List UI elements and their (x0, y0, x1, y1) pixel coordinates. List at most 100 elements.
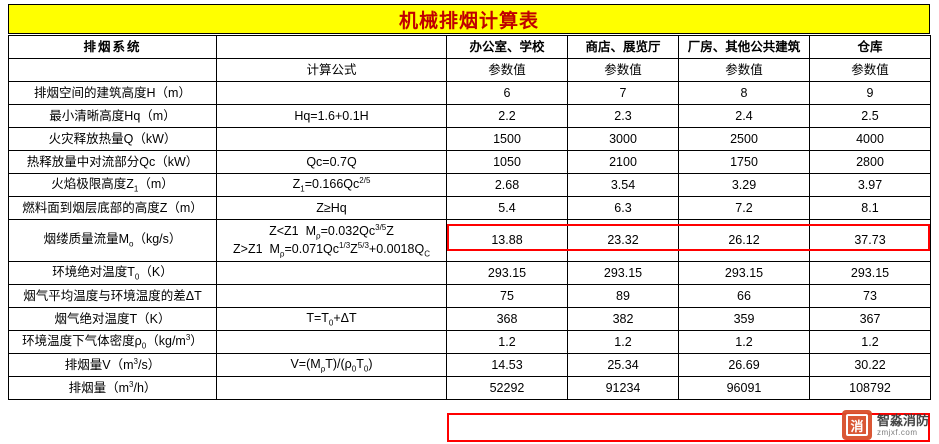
header-col-shop: 商店、展览厅 (567, 35, 679, 59)
table-header-row: 排烟系统 办公室、学校 商店、展览厅 厂房、其他公共建筑 仓库 (8, 35, 931, 59)
table-row: 火灾释放热量Q（kW） 1500 3000 2500 4000 (8, 127, 931, 151)
row-formula: Z1=0.166Qc2/5 (216, 173, 447, 197)
watermark: 消 智淼消防 zmjxf.com (841, 410, 929, 440)
subheader-blank (8, 58, 217, 82)
page-title-text: 机械排烟计算表 (398, 10, 539, 32)
row-formula (216, 261, 447, 285)
row-value: 2800 (809, 150, 931, 174)
row-label: 排烟量（m3/h） (8, 376, 217, 400)
row-value: 30.22 (809, 353, 931, 377)
row-label: 火焰极限高度Z1（m） (8, 173, 217, 197)
row-value: 2.5 (809, 104, 931, 128)
row-label: 环境温度下气体密度ρ0（kg/m3） (8, 330, 217, 354)
header-col-factory: 厂房、其他公共建筑 (678, 35, 810, 59)
row-value: 26.12 (678, 219, 810, 262)
row-value: 9 (809, 81, 931, 105)
row-value: 5.4 (446, 196, 568, 220)
row-value: 1750 (678, 150, 810, 174)
row-value: 91234 (567, 376, 679, 400)
row-value: 6.3 (567, 196, 679, 220)
row-value: 4000 (809, 127, 931, 151)
row-value: 23.32 (567, 219, 679, 262)
table-row: 烟气绝对温度T（K） T=T0+ΔT 368 382 359 367 (8, 307, 931, 331)
subheader-value-1: 参数值 (446, 58, 568, 82)
header-system: 排烟系统 (8, 35, 217, 59)
row-value: 26.69 (678, 353, 810, 377)
table-row: 火焰极限高度Z1（m） Z1=0.166Qc2/5 2.68 3.54 3.29… (8, 173, 931, 197)
table-row: 最小清晰高度Hq（m） Hq=1.6+0.1H 2.2 2.3 2.4 2.5 (8, 104, 931, 128)
row-value: 7 (567, 81, 679, 105)
row-formula: Hq=1.6+0.1H (216, 104, 447, 128)
calculation-table: 排烟系统 办公室、学校 商店、展览厅 厂房、其他公共建筑 仓库 计算公式 参数值… (8, 35, 931, 400)
row-label: 热释放量中对流部分Qc（kW） (8, 150, 217, 174)
row-label: 烟缕质量流量Mo（kg/s） (8, 219, 217, 262)
row-value: 293.15 (567, 261, 679, 285)
subheader-value-2: 参数值 (567, 58, 679, 82)
row-value: 368 (446, 307, 568, 331)
header-blank (216, 35, 447, 59)
row-formula (216, 284, 447, 308)
row-formula: V=(MρT)/(ρ0T0) (216, 353, 447, 377)
row-value: 13.88 (446, 219, 568, 262)
row-value: 2.3 (567, 104, 679, 128)
formula-line-1: Z<Z1 Mρ=0.032Qc3/5Z (269, 222, 394, 241)
row-value: 382 (567, 307, 679, 331)
row-value: 2.4 (678, 104, 810, 128)
row-value: 1.2 (567, 330, 679, 354)
row-value: 3000 (567, 127, 679, 151)
row-formula: Z<Z1 Mρ=0.032Qc3/5Z Z>Z1 Mρ=0.071Qc1/3Z5… (216, 219, 447, 262)
header-col-office: 办公室、学校 (446, 35, 568, 59)
header-col-warehouse: 仓库 (809, 35, 931, 59)
row-label: 燃料面到烟层底部的高度Z（m） (8, 196, 217, 220)
watermark-text: 智淼消防 zmjxf.com (877, 414, 929, 437)
row-label: 火灾释放热量Q（kW） (8, 127, 217, 151)
row-value: 1.2 (809, 330, 931, 354)
table-row: 排烟空间的建筑高度H（m） 6 7 8 9 (8, 81, 931, 105)
row-label: 最小清晰高度Hq（m） (8, 104, 217, 128)
row-formula (216, 330, 447, 354)
subheader-value-3: 参数值 (678, 58, 810, 82)
row-value: 367 (809, 307, 931, 331)
row-value: 14.53 (446, 353, 568, 377)
row-value: 75 (446, 284, 568, 308)
row-value: 293.15 (809, 261, 931, 285)
row-value: 3.54 (567, 173, 679, 197)
subheader-formula: 计算公式 (216, 58, 447, 82)
row-value: 359 (678, 307, 810, 331)
row-label: 排烟空间的建筑高度H（m） (8, 81, 217, 105)
row-formula: T=T0+ΔT (216, 307, 447, 331)
row-value: 1.2 (678, 330, 810, 354)
formula-line-2: Z>Z1 Mρ=0.071Qc1/3Z5/3+0.0018QC (233, 240, 430, 259)
row-value: 66 (678, 284, 810, 308)
subheader-value-4: 参数值 (809, 58, 931, 82)
row-value: 293.15 (446, 261, 568, 285)
row-value: 2.2 (446, 104, 568, 128)
table-row: 热释放量中对流部分Qc（kW） Qc=0.7Q 1050 2100 1750 2… (8, 150, 931, 174)
row-value: 1500 (446, 127, 568, 151)
row-formula: Qc=0.7Q (216, 150, 447, 174)
row-value: 37.73 (809, 219, 931, 262)
row-label: 烟气绝对温度T（K） (8, 307, 217, 331)
table-row: 烟气平均温度与环境温度的差ΔT 75 89 66 73 (8, 284, 931, 308)
row-label: 烟气平均温度与环境温度的差ΔT (8, 284, 217, 308)
row-value: 96091 (678, 376, 810, 400)
row-value: 52292 (446, 376, 568, 400)
table-row-highlighted: 排烟量（m3/h） 52292 91234 96091 108792 (8, 376, 931, 400)
row-value: 8 (678, 81, 810, 105)
row-value: 2500 (678, 127, 810, 151)
page-title: 机械排烟计算表 (8, 4, 930, 34)
row-formula (216, 376, 447, 400)
row-value: 73 (809, 284, 931, 308)
table-row-highlighted: 燃料面到烟层底部的高度Z（m） Z≥Hq 5.4 6.3 7.2 8.1 (8, 196, 931, 220)
row-value: 293.15 (678, 261, 810, 285)
watermark-logo-char: 消 (850, 418, 864, 434)
row-value: 3.29 (678, 173, 810, 197)
row-value: 108792 (809, 376, 931, 400)
row-value: 7.2 (678, 196, 810, 220)
watermark-domain: zmjxf.com (876, 427, 918, 437)
row-value: 6 (446, 81, 568, 105)
row-formula (216, 81, 447, 105)
row-value: 8.1 (809, 196, 931, 220)
row-value: 25.34 (567, 353, 679, 377)
watermark-brand: 智淼消防 (876, 412, 929, 428)
